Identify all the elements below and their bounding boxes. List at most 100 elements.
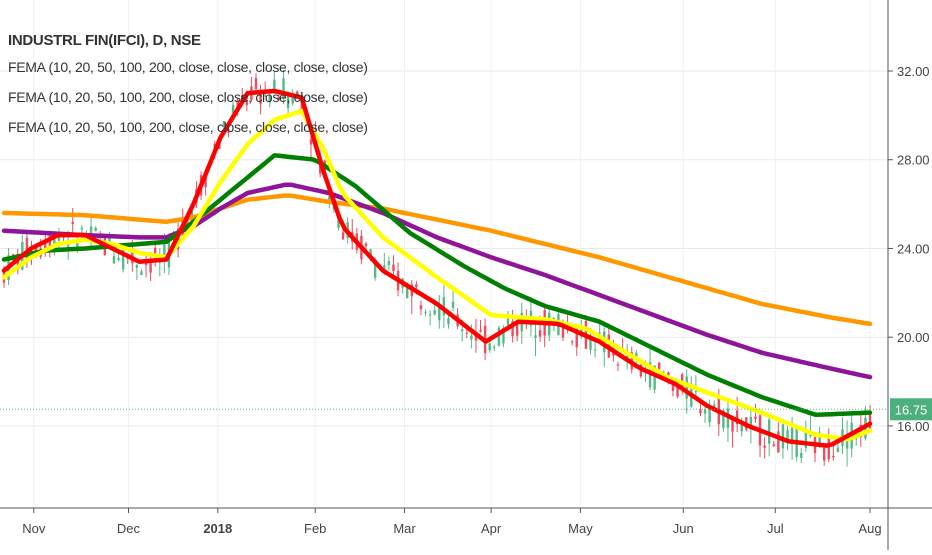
x-tick-label: Aug: [858, 521, 881, 536]
candle-body: [245, 99, 249, 105]
x-tick-label: Nov: [22, 521, 46, 536]
candle-body: [387, 260, 391, 266]
y-tick-label: 16.00: [897, 419, 930, 434]
candle-body: [754, 416, 757, 420]
candle-body: [836, 447, 840, 453]
x-tick-label: Mar: [393, 521, 416, 536]
candle-body: [827, 436, 830, 460]
candle-body: [515, 322, 519, 336]
candle-body: [44, 242, 47, 250]
candle-body: [300, 99, 304, 114]
candle-body: [222, 121, 226, 125]
candle-body: [790, 427, 794, 445]
fema-line-4: [1, 108, 873, 442]
y-tick-label: 32.00: [897, 64, 930, 79]
candle-body: [570, 341, 574, 343]
candle-body: [309, 139, 313, 145]
candle-body: [415, 284, 418, 288]
candle-body: [470, 335, 473, 340]
candle-body: [282, 78, 285, 98]
candle-body: [708, 409, 711, 423]
candle-body: [71, 221, 74, 224]
candle-body: [497, 327, 501, 346]
candle-body: [241, 94, 244, 100]
candle-body: [589, 335, 592, 350]
candle-body: [277, 96, 281, 100]
candle-body: [286, 95, 290, 109]
candle-body: [534, 335, 537, 338]
candle-body: [144, 263, 148, 266]
candle-body: [89, 226, 93, 240]
chart-legend: INDUSTRL FIN(IFCI), D, NSE FEMA (10, 20,…: [8, 32, 368, 149]
candle-body: [699, 409, 702, 414]
candle-body: [694, 391, 698, 393]
candle-body: [735, 410, 739, 425]
candle-body: [561, 321, 565, 338]
candle-body: [635, 352, 638, 358]
candle-body: [593, 349, 597, 351]
candle-body: [341, 232, 345, 240]
candle-body: [538, 330, 542, 337]
candle-body: [479, 329, 482, 332]
candle-body: [818, 432, 821, 444]
candle-body: [703, 409, 707, 414]
candle-body: [154, 247, 157, 255]
y-tick-label: 24.00: [897, 241, 930, 256]
candle-body: [433, 310, 436, 315]
candle-body: [48, 234, 52, 251]
candle-body: [291, 94, 294, 104]
indicator-label-1: FEMA (10, 20, 50, 100, 200, close, close…: [8, 59, 368, 75]
candle-body: [740, 425, 743, 432]
last-price-badge: [890, 398, 932, 421]
candle-body: [392, 264, 395, 272]
candle-body: [364, 243, 368, 247]
last-price-label: 16.75: [895, 402, 928, 417]
candle-body: [268, 95, 271, 103]
candle-body: [832, 455, 835, 458]
candle-body: [406, 284, 409, 299]
indicator-label-3: FEMA (10, 20, 50, 100, 200, close, close…: [8, 119, 368, 135]
candle-body: [772, 444, 775, 447]
candle-body: [337, 219, 340, 228]
candle-body: [461, 329, 464, 332]
candle-body: [598, 332, 601, 334]
candle-body: [800, 453, 803, 458]
candle-body: [502, 327, 505, 344]
candle-body: [94, 227, 97, 232]
candle-body: [685, 376, 688, 399]
x-tick-label: Jul: [767, 521, 784, 536]
fema-line-2: [1, 182, 873, 380]
candle-body: [451, 301, 455, 308]
candle-body: [777, 431, 780, 453]
y-tick-label: 28.00: [897, 153, 930, 168]
candle-body: [511, 320, 514, 337]
candle-body: [506, 317, 510, 325]
candle-body: [227, 129, 230, 133]
x-tick-label: Dec: [117, 521, 141, 536]
candle-body: [438, 303, 441, 321]
candle-body: [442, 297, 446, 316]
candle-body: [57, 237, 61, 241]
candle-body: [140, 271, 143, 275]
candle-body: [149, 263, 152, 273]
candle-body: [419, 305, 423, 310]
candle-body: [428, 314, 432, 316]
candle-body: [822, 447, 826, 461]
candle-body: [575, 328, 578, 348]
candle-body: [493, 346, 496, 348]
y-tick-label: 20.00: [897, 330, 930, 345]
candle-body: [163, 244, 166, 259]
candle-body: [804, 431, 808, 448]
candle-body: [231, 104, 235, 113]
x-tick-label: Feb: [304, 521, 326, 536]
candle-body: [749, 417, 753, 428]
candle-body: [786, 430, 789, 440]
candle-body: [671, 381, 675, 392]
fema-line-5: [1, 88, 873, 448]
fema-line-3: [1, 153, 873, 418]
candle-body: [658, 362, 661, 369]
candle-body: [447, 318, 450, 325]
fema-line-1: [1, 193, 873, 327]
